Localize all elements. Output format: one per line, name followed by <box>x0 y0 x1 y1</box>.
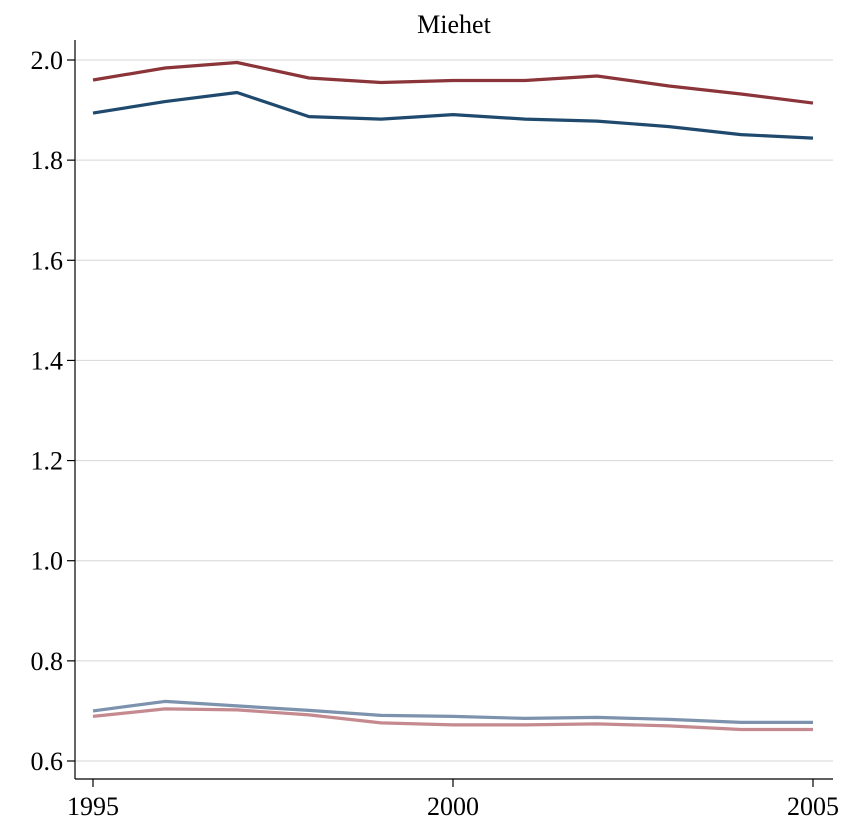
tick-labels: 0.6 0.8 1.0 1.2 1.4 1.6 1.8 2.0 1995 2000 2005 <box>31 46 840 821</box>
series-line-2 <box>92 90 814 140</box>
series-lines <box>92 60 814 732</box>
grid-lines <box>75 59 833 762</box>
y-tick-label: 0.6 <box>31 747 64 776</box>
x-tick-label: 2005 <box>787 792 839 821</box>
y-tick-label: 1.6 <box>31 246 64 275</box>
series-line-1 <box>92 60 814 105</box>
x-tick-label: 2000 <box>427 792 479 821</box>
y-tick-label: 0.8 <box>31 647 64 676</box>
series-line-3 <box>92 699 813 725</box>
x-tick-label: 1995 <box>67 792 119 821</box>
axes <box>67 40 833 787</box>
y-tick-label: 2.0 <box>31 46 64 75</box>
y-tick-label: 1.8 <box>31 146 64 175</box>
y-tick-label: 1.2 <box>31 447 64 476</box>
series-line-4 <box>92 707 813 732</box>
y-tick-label: 1.4 <box>31 346 64 375</box>
chart-title: Miehet <box>417 10 491 39</box>
y-tick-label: 1.0 <box>31 547 64 576</box>
